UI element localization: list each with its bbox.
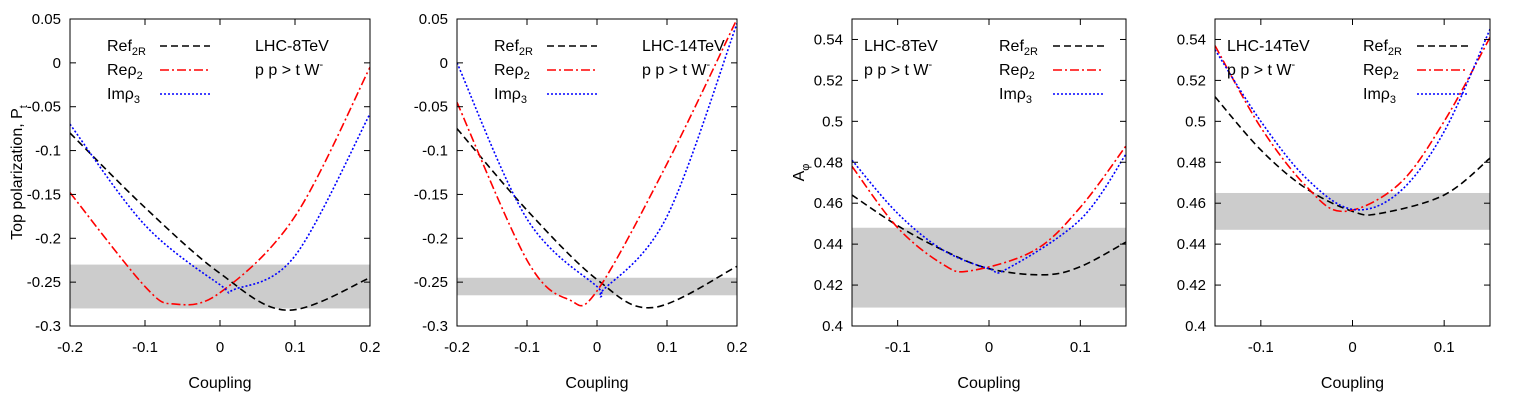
y-tick-label: -0.2 — [35, 230, 61, 247]
x-axis-label: Coupling — [188, 375, 251, 392]
y-axis-label: Top polarization, Pt — [9, 105, 30, 240]
legend-label-1: Ref2R — [494, 38, 533, 58]
legend-label-3: Imρ3 — [107, 86, 140, 106]
legend-label-1: Ref2R — [999, 38, 1038, 58]
chart-panel-2: -0.3 -0.25 -0.2 -0.15 -0.1 -0.05 0 0.05 -0.2 -0.1… — [414, 11, 748, 392]
y-tick-label: 0.48 — [1177, 154, 1206, 171]
y-tick-label: 0.4 — [822, 318, 843, 335]
legend-label-2: Reρ2 — [494, 62, 530, 82]
annotation-energy: LHC-14TeV — [642, 38, 725, 55]
x-axis-label: Coupling — [1321, 375, 1384, 392]
x-tick-label: -0.1 — [132, 339, 158, 356]
x-tick-label: 0.1 — [657, 339, 678, 356]
series-line-2 — [1215, 37, 1490, 213]
y-tick-label: 0.52 — [814, 72, 843, 89]
y-tick-label: 0.48 — [814, 154, 843, 171]
series-line-1 — [1215, 96, 1490, 216]
annotation-energy: LHC-8TeV — [864, 38, 938, 55]
legend-label-2: Reρ2 — [1363, 62, 1399, 82]
y-axis-label: Aφ — [791, 164, 812, 182]
y-tick-label: -0.1 — [35, 143, 61, 160]
y-tick-label: 0.05 — [32, 11, 61, 28]
y-tick-label: 0.42 — [814, 277, 843, 294]
x-tick-label: 0.2 — [727, 339, 748, 356]
annotation-process: p p > t W- — [1227, 59, 1295, 79]
annotation-energy: LHC-8TeV — [255, 38, 329, 55]
y-tick-label: -0.05 — [414, 99, 448, 116]
y-tick-label: -0.05 — [27, 99, 61, 116]
legend-label-3: Imρ3 — [494, 86, 527, 106]
x-tick-label: 0.1 — [285, 339, 306, 356]
chart-panel-1: -0.3 -0.25 -0.2 -0.15 -0.1 -0.05 0 0.05 -0.2 -0.1… — [9, 11, 380, 392]
y-tick-label: 0.54 — [814, 31, 843, 48]
y-tick-label: -0.3 — [422, 318, 448, 335]
y-tick-label: 0.05 — [419, 11, 448, 28]
y-tick-label: 0.46 — [1177, 195, 1206, 212]
series-line-1 — [70, 132, 370, 312]
series-line-3 — [1215, 28, 1490, 211]
x-tick-label: 0 — [1348, 339, 1356, 356]
x-tick-label: 0.1 — [1070, 339, 1091, 356]
y-tick-label: -0.25 — [27, 274, 61, 291]
series-line-1 — [457, 128, 737, 309]
y-tick-label: -0.25 — [414, 274, 448, 291]
y-tick-label: -0.15 — [414, 186, 448, 203]
y-tick-label: 0.46 — [814, 195, 843, 212]
series-line-2 — [457, 19, 737, 307]
series-line-3 — [457, 23, 737, 298]
y-tick-label: 0.4 — [1185, 318, 1206, 335]
legend-label-2: Reρ2 — [107, 62, 143, 82]
y-tick-label: 0.5 — [1185, 113, 1206, 130]
y-tick-label: 0.52 — [1177, 72, 1206, 89]
series-line-1 — [852, 194, 1126, 276]
annotation-energy: LHC-14TeV — [1227, 38, 1310, 55]
y-tick-label: 0 — [440, 55, 448, 72]
chart-panel-3: 0.4 0.42 0.44 0.46 0.48 0.5 0.52 0.54 -0.1 0 0.1 Co… — [791, 18, 1127, 392]
x-axis-label: Coupling — [957, 375, 1020, 392]
x-tick-label: 0.1 — [1434, 339, 1455, 356]
x-tick-label: 0 — [216, 339, 224, 356]
x-tick-label: -0.1 — [514, 339, 540, 356]
annotation-process: p p > t W- — [255, 59, 323, 79]
y-tick-label: -0.1 — [422, 143, 448, 160]
x-tick-label: 0.2 — [360, 339, 381, 356]
series-line-2 — [70, 66, 370, 306]
x-tick-label: -0.2 — [57, 339, 83, 356]
y-tick-label: -0.2 — [422, 230, 448, 247]
y-tick-label: 0 — [53, 55, 61, 72]
annotation-process: p p > t W- — [642, 59, 710, 79]
y-tick-label: 0.5 — [822, 113, 843, 130]
legend-label-1: Ref2R — [107, 38, 146, 58]
series-line-2 — [852, 145, 1126, 273]
y-tick-label: 0.44 — [1177, 236, 1206, 253]
y-tick-label: -0.3 — [35, 318, 61, 335]
y-tick-label: -0.15 — [27, 186, 61, 203]
y-tick-label: 0.54 — [1177, 31, 1206, 48]
annotation-process: p p > t W- — [864, 59, 932, 79]
legend-label-3: Imρ3 — [1363, 86, 1396, 106]
y-tick-label: 0.44 — [814, 236, 843, 253]
x-tick-label: 0 — [593, 339, 601, 356]
chart-panel-4: 0.4 0.42 0.44 0.46 0.48 0.5 0.52 0.54 -0.1 0 0.1 Co… — [1177, 18, 1491, 392]
x-tick-label: 0 — [985, 339, 993, 356]
x-tick-label: -0.1 — [1248, 339, 1274, 356]
legend-label-3: Imρ3 — [999, 86, 1032, 106]
x-axis-label: Coupling — [565, 375, 628, 392]
x-tick-label: -0.1 — [885, 339, 911, 356]
legend-label-2: Reρ2 — [999, 62, 1035, 82]
legend-label-1: Ref2R — [1363, 38, 1402, 58]
y-tick-label: 0.42 — [1177, 277, 1206, 294]
shaded-band — [70, 264, 370, 309]
series-line-3 — [70, 113, 370, 294]
x-tick-label: -0.2 — [444, 339, 470, 356]
